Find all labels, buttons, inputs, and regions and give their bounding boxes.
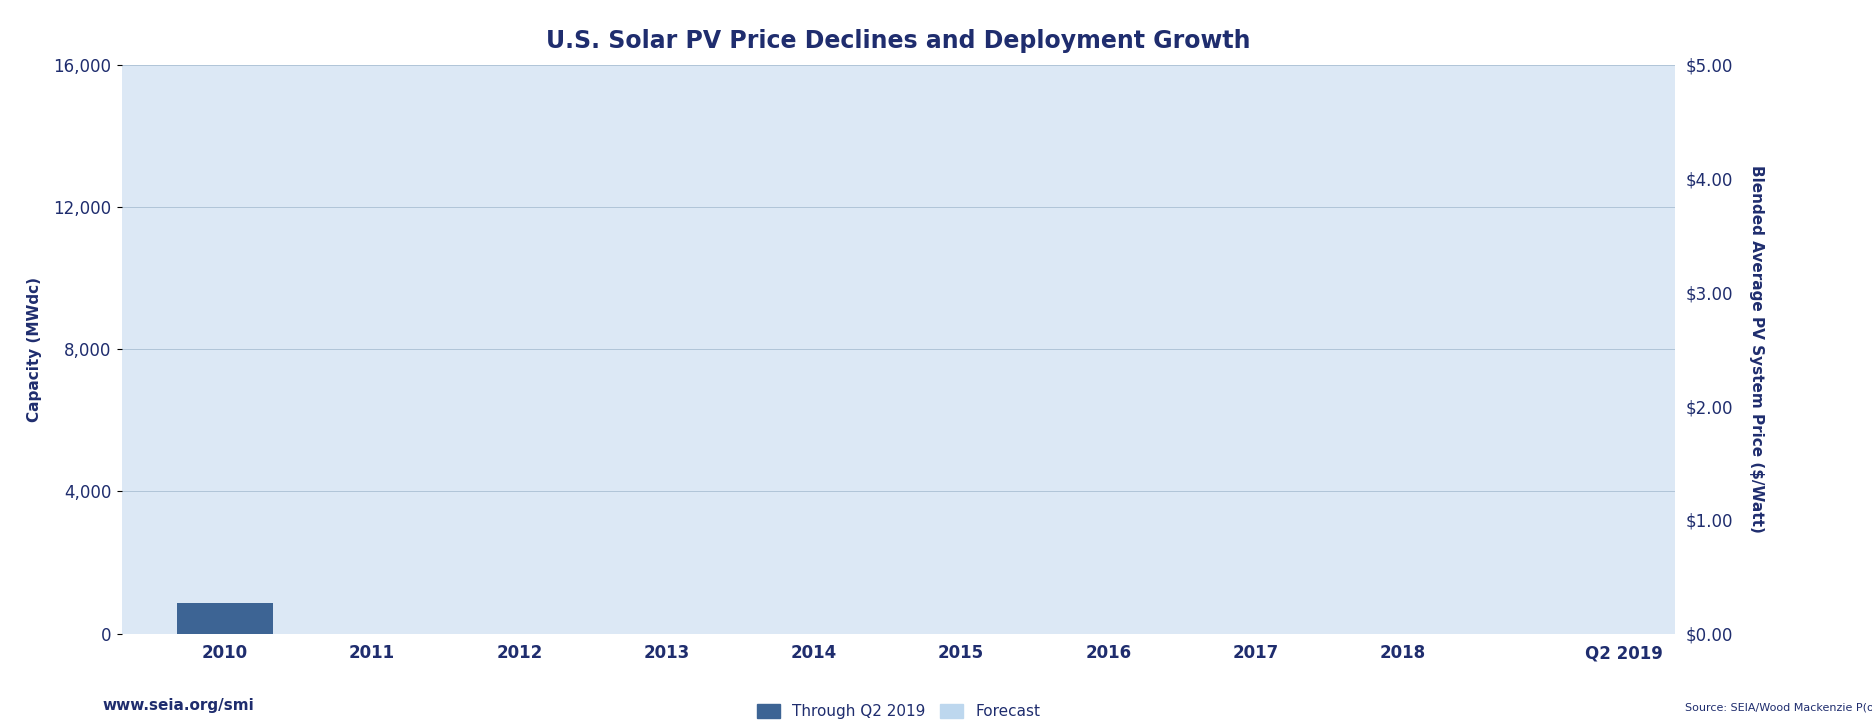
Text: Source: SEIA/Wood Mackenzie P(ower & Renewables Solar Market Insight Report 2019: Source: SEIA/Wood Mackenzie P(ower & Ren… xyxy=(1685,703,1872,713)
Y-axis label: Blended Average PV System Price ($/Watt): Blended Average PV System Price ($/Watt) xyxy=(1748,166,1763,533)
Bar xyxy=(178,603,273,634)
Title: U.S. Solar PV Price Declines and Deployment Growth: U.S. Solar PV Price Declines and Deploym… xyxy=(547,29,1250,53)
Legend: Through Q2 2019, Forecast: Through Q2 2019, Forecast xyxy=(751,698,1046,720)
Text: www.seia.org/smi: www.seia.org/smi xyxy=(103,698,255,713)
Y-axis label: Capacity (MWdc): Capacity (MWdc) xyxy=(26,276,41,422)
